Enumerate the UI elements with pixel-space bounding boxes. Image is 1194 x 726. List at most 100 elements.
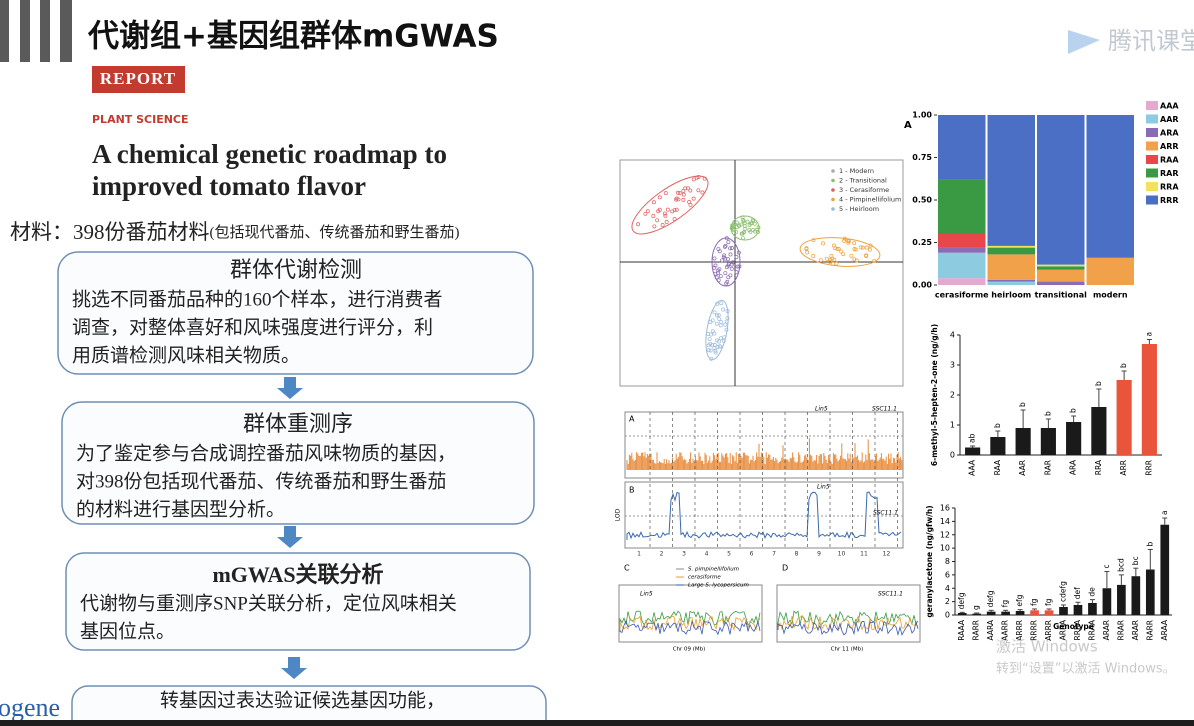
step-line: 调查，对整体喜好和风味强度进行评分，利 [72, 316, 433, 338]
legend-label: 5 - Heirloom [839, 205, 879, 213]
legend-swatch [1146, 101, 1158, 110]
x-tick-label: AAA [968, 459, 977, 476]
watermark: 激活 Windows [996, 638, 1098, 656]
chromosome-label: 3 [682, 551, 686, 558]
sample-dot [719, 301, 724, 306]
step-line: 转基因过表达验证候选基因功能， [160, 689, 445, 711]
panel-frame [624, 481, 904, 549]
peak-label: SSC11.1 [878, 591, 903, 598]
panel-label: A [629, 415, 635, 424]
significance-letter: fg [1001, 600, 1010, 608]
pi-trace [619, 619, 761, 636]
sample-dot [741, 217, 745, 222]
sample-dot [657, 195, 662, 200]
sample-dot [702, 176, 707, 181]
sample-dot [723, 244, 727, 249]
flow-text: 群体代谢检测 挑选不同番茄品种的160个样本，进行消费者 调查，对整体喜好和风味… [72, 257, 457, 711]
sample-dot [712, 256, 717, 261]
legend-label: ARA [1160, 129, 1179, 138]
axis-label: Chr 09 (Mb) [673, 647, 706, 653]
legend-swatch [1146, 128, 1158, 137]
x-tick-label: ARAR [1102, 620, 1111, 640]
sample-dot [725, 316, 730, 321]
sample-dot [707, 337, 712, 342]
peak-label: Lin5 [815, 406, 828, 413]
sample-dot [651, 214, 656, 218]
y-tick-label: 3 [950, 361, 955, 370]
significance-letter: ab [968, 433, 977, 443]
sample-dot [719, 320, 724, 324]
sample-dot [734, 230, 739, 235]
stack-segment [938, 115, 986, 180]
y-tick-label: 4 [950, 331, 955, 340]
sample-dot [842, 236, 847, 241]
sample-dot [675, 190, 680, 195]
legend-label: RAR [1160, 169, 1179, 178]
y-tick-label: 8 [945, 557, 950, 566]
step-line: 用质谱检测风味相关物质。 [72, 344, 300, 366]
legend-swatch [1146, 168, 1158, 178]
legend-label: AAR [1160, 115, 1179, 124]
y-tick-label: 1 [950, 421, 955, 430]
sample-dot [643, 211, 648, 216]
report-badge [92, 66, 185, 93]
sample-dot [751, 227, 756, 232]
sample-dot [706, 348, 711, 353]
significance-letter: g [972, 605, 981, 610]
paper-title: improved tomato flavor [92, 171, 366, 201]
step-title: 群体重测序 [243, 411, 353, 436]
x-tick-label: modern [1093, 291, 1128, 300]
sample-dot [849, 253, 854, 258]
stack-segment [987, 245, 1035, 248]
step-line: 挑选不同番茄品种的160个样本，进行消费者 [72, 288, 443, 310]
sample-dot [663, 191, 668, 196]
legend-label: ARR [1160, 142, 1179, 151]
significance-letter: a [1160, 510, 1169, 515]
chromosome-label: 10 [838, 551, 846, 558]
sample-dot [729, 262, 734, 267]
sample-dot [853, 247, 858, 252]
significance-letter: b [1069, 408, 1078, 413]
legend-swatch [1146, 141, 1158, 151]
peak-label: SSC11.1 [872, 406, 897, 413]
sample-dot [674, 207, 679, 212]
sample-dot [657, 207, 662, 212]
x-axis-label: Genotype [1053, 622, 1094, 631]
sample-dot [741, 236, 745, 241]
sample-dot [713, 350, 718, 355]
sample-dot [864, 245, 869, 250]
bar [965, 447, 981, 455]
step-line: 基因位点。 [80, 620, 175, 642]
x-tick-label: ARA [1069, 459, 1078, 475]
y-tick-label: 2 [950, 391, 955, 400]
sample-dot [718, 274, 723, 279]
bar [972, 613, 982, 615]
chromosome-label: 9 [817, 551, 821, 558]
sample-dot [688, 188, 693, 193]
cluster-ellipse [631, 175, 709, 235]
chromosome-label: 7 [772, 551, 776, 558]
chromosome-label: 2 [660, 551, 664, 558]
sample-dot [726, 257, 730, 262]
stack-segment [1086, 257, 1134, 285]
sample-dot [725, 279, 730, 284]
material-text: 材料：398份番茄材料 [10, 220, 210, 244]
sample-dot [712, 265, 717, 270]
bar [1160, 524, 1170, 615]
sample-dot [811, 254, 816, 258]
sample-dot [691, 196, 696, 201]
y-axis-label: geranylacetone (ng/gfw/h) [925, 505, 934, 617]
y-tick-label: 0 [950, 451, 955, 460]
bar [1015, 428, 1031, 455]
stack-segment [987, 254, 1035, 280]
y-tick-label: 4 [945, 584, 950, 593]
sample-dot [716, 278, 721, 283]
x-tick-label: RAA [993, 459, 1002, 475]
legend-label: 1 - Modern [839, 167, 874, 175]
legend-dot [831, 169, 835, 173]
step-line: 为了鉴定参与合成调控番茄风味物质的基因， [76, 442, 456, 464]
taskbar-edge [0, 720, 1194, 726]
panel-frame [618, 584, 763, 643]
y-tick-label: 0 [945, 611, 950, 620]
sample-dot [841, 252, 846, 257]
